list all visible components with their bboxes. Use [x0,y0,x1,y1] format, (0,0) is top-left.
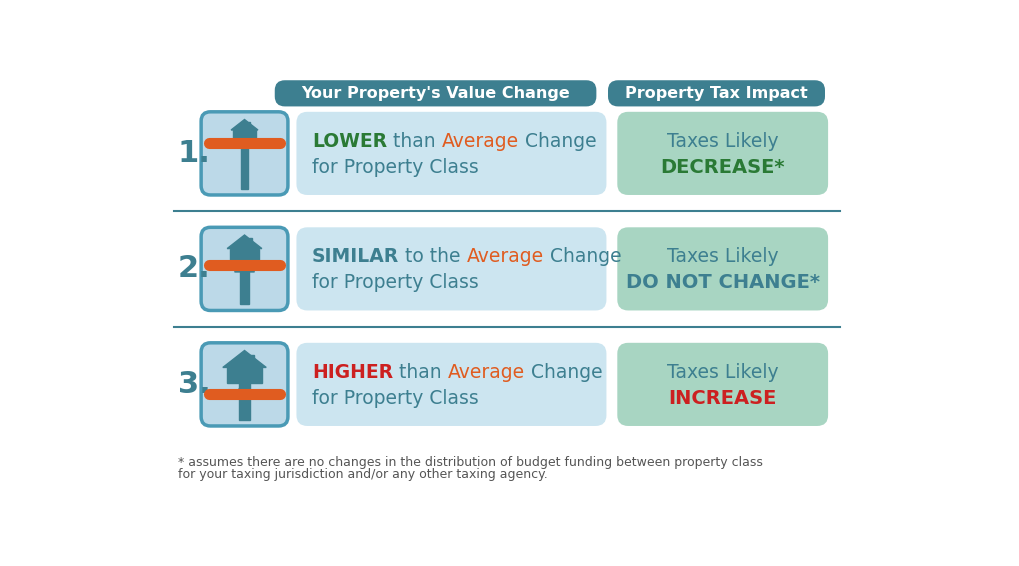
FancyBboxPatch shape [201,228,287,311]
Polygon shape [222,350,266,367]
Text: Taxes Likely: Taxes Likely [666,247,777,266]
FancyBboxPatch shape [274,80,596,106]
Polygon shape [231,119,258,130]
Text: Change: Change [525,363,602,381]
Text: Change: Change [519,131,596,151]
Text: 2.: 2. [177,254,210,284]
Text: INCREASE: INCREASE [667,389,776,408]
FancyBboxPatch shape [297,343,606,426]
FancyBboxPatch shape [297,112,606,195]
Polygon shape [239,261,249,305]
Polygon shape [233,130,256,140]
Text: HIGHER: HIGHER [312,363,392,381]
Text: LOWER: LOWER [312,131,386,151]
FancyBboxPatch shape [201,112,287,195]
Text: for Property Class: for Property Class [312,273,478,292]
Text: Average: Average [467,247,543,266]
Polygon shape [236,140,252,148]
Text: Taxes Likely: Taxes Likely [666,131,777,151]
Polygon shape [230,248,259,261]
Polygon shape [234,261,254,272]
Polygon shape [250,354,254,361]
Text: to the: to the [398,247,467,266]
Polygon shape [226,367,262,383]
Text: for Property Class: for Property Class [312,158,478,177]
Polygon shape [240,140,248,189]
FancyBboxPatch shape [616,112,827,195]
Text: SIMILAR: SIMILAR [312,247,398,266]
Text: Average: Average [447,363,525,381]
Text: Your Property's Value Change: Your Property's Value Change [301,86,569,101]
Text: for Property Class: for Property Class [312,389,478,408]
FancyBboxPatch shape [616,343,827,426]
FancyBboxPatch shape [607,80,824,106]
Text: Change: Change [543,247,621,266]
Polygon shape [227,235,262,248]
Text: than: than [392,363,447,381]
Text: DECREASE*: DECREASE* [660,158,785,177]
Text: than: than [386,131,441,151]
Polygon shape [248,122,250,126]
Polygon shape [232,383,257,397]
Text: for your taxing jurisdiction and/or any other taxing agency.: for your taxing jurisdiction and/or any … [177,468,547,481]
FancyBboxPatch shape [201,343,287,426]
Text: Property Tax Impact: Property Tax Impact [625,86,807,101]
Text: * assumes there are no changes in the distribution of budget funding between pro: * assumes there are no changes in the di… [177,456,762,469]
Text: Taxes Likely: Taxes Likely [666,363,777,381]
Text: DO NOT CHANGE*: DO NOT CHANGE* [625,273,819,292]
Text: Average: Average [441,131,519,151]
Text: 3.: 3. [177,370,210,399]
Polygon shape [249,238,252,243]
FancyBboxPatch shape [297,228,606,311]
Polygon shape [238,383,250,420]
Text: 1.: 1. [177,139,211,168]
FancyBboxPatch shape [616,228,827,311]
